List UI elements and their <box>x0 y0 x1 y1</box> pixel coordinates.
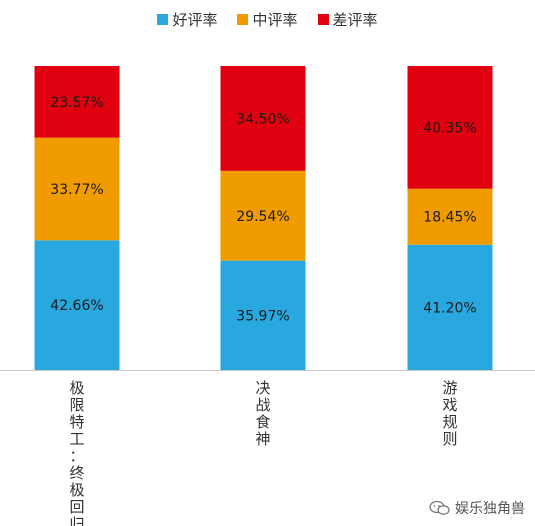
data-label-2-0: 41.20% <box>423 300 476 316</box>
legend-item-medium: 中评率 <box>237 9 298 30</box>
bar-segment-2-0 <box>407 244 493 370</box>
bar-segment-0-1 <box>34 137 120 241</box>
legend-label-bad: 差评率 <box>332 11 378 29</box>
data-label-1-2: 34.50% <box>236 111 289 127</box>
legend-item-bad: 差评率 <box>317 9 378 30</box>
bar-segment-0-2 <box>34 66 120 138</box>
bar-segment-2-2 <box>407 66 493 189</box>
data-label-1-1: 29.54% <box>236 209 289 225</box>
data-label-2-1: 18.45% <box>423 210 476 226</box>
data-label-1-0: 35.97% <box>236 308 289 324</box>
legend-swatch-good <box>157 14 169 25</box>
legend-label-good: 好评率 <box>172 11 218 29</box>
watermark: 娱乐独角兽 <box>429 498 525 518</box>
data-label-2-2: 40.35% <box>423 120 476 136</box>
legend-label-medium: 中评率 <box>252 11 298 29</box>
data-label-0-1: 33.77% <box>50 182 103 198</box>
legend: 好评率 中评率 差评率 <box>0 9 535 30</box>
bar-segment-0-0 <box>34 240 120 370</box>
bar-segment-2-1 <box>407 188 493 245</box>
wechat-icon <box>429 500 450 515</box>
x-tick-label-2: 游戏规则 <box>442 379 457 448</box>
watermark-text: 娱乐独角兽 <box>455 501 525 517</box>
legend-item-good: 好评率 <box>157 9 217 30</box>
x-tick-label-0: 极限特工：终极回归 <box>69 379 84 526</box>
bar-segment-1-0 <box>220 260 306 370</box>
bar-segment-1-2 <box>220 65 306 171</box>
data-label-0-2: 23.57% <box>50 95 103 111</box>
bar-segment-1-1 <box>220 170 306 261</box>
legend-swatch-medium <box>237 14 249 25</box>
data-label-0-0: 42.66% <box>50 298 103 314</box>
legend-swatch-bad <box>317 14 329 25</box>
x-tick-label-1: 决战食神 <box>255 379 270 448</box>
